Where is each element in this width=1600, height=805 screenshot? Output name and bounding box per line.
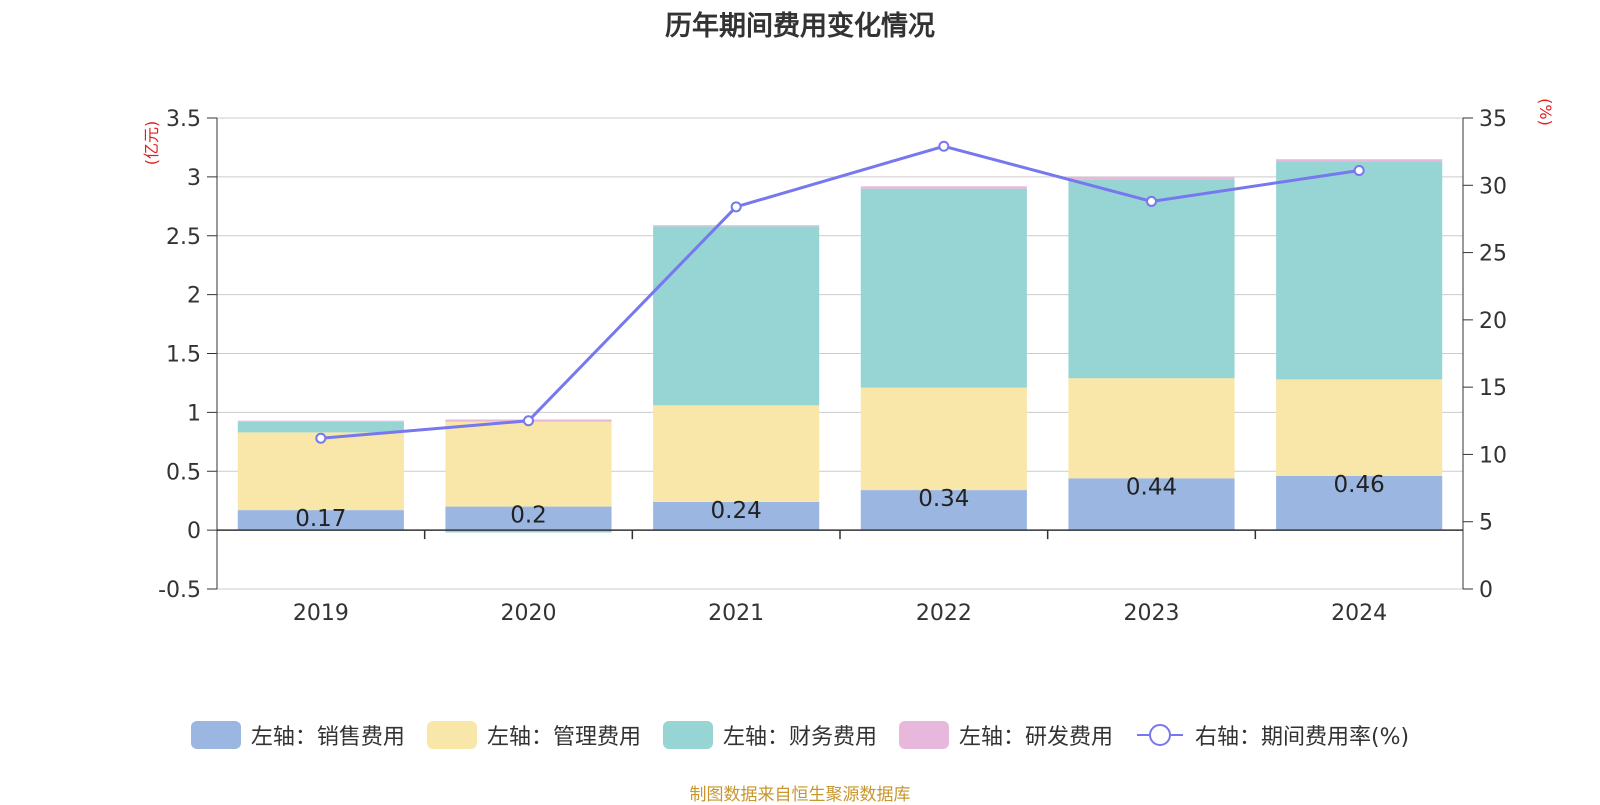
bar-3-2022 [860, 186, 1027, 189]
bar-0-2024 [1276, 475, 1443, 531]
bar-2-2019 [237, 421, 404, 433]
right-tick-label-1: 5 [1479, 511, 1493, 536]
expense-ratio-point-2023 [1146, 195, 1157, 207]
expense-ratio-line [320, 144, 1360, 440]
legend-swatch-sales [190, 721, 241, 749]
bar-0-2022 [860, 490, 1027, 531]
legend-swatch-rd [898, 721, 949, 749]
data-label-2023: 0.44 [1126, 474, 1177, 500]
bar-1-2022 [860, 387, 1027, 491]
bar-1-2019 [237, 432, 404, 511]
x-tick-label-2020: 2020 [501, 601, 557, 626]
legend-item-expense-ratio[interactable]: 右轴：期间费用率(%) [1135, 719, 1409, 751]
legend-line-marker-icon [1136, 724, 1183, 746]
expense-ratio-point-2020 [523, 415, 534, 427]
right-tick-label-0: 0 [1479, 578, 1493, 603]
legend-label-sales: 左轴：销售费用 [250, 725, 405, 750]
bar-0-2021 [653, 501, 820, 531]
left-tick-label-0: -0.5 [158, 578, 201, 603]
left-tick-label-6: 2.5 [166, 225, 201, 250]
x-tick-label-2021: 2021 [708, 601, 764, 626]
bar-0-2019 [237, 510, 404, 531]
left-tick-label-4: 1.5 [166, 343, 201, 368]
x-tick-label-2019: 2019 [293, 601, 349, 626]
expense-ratio-point-2024 [1353, 164, 1365, 176]
x-tick-label-2023: 2023 [1124, 601, 1180, 626]
legend-item-admin[interactable]: 左轴：管理费用 [426, 719, 641, 751]
data-label-layer: 0.17 0.2 0.24 0.34 0.44 0.46 [295, 472, 1385, 532]
bar-layer [237, 159, 1443, 533]
bar-2-2024 [1276, 161, 1443, 380]
bar-2-2022 [860, 188, 1027, 388]
right-tick-label-6: 30 [1479, 174, 1507, 199]
source-note: 制图数据来自恒生聚源数据库 [689, 785, 911, 805]
legend-label-admin: 左轴：管理费用 [486, 725, 641, 750]
bar-0-2020 [445, 506, 612, 531]
data-label-2022: 0.34 [918, 486, 969, 512]
expense-ratio-point-2022 [938, 140, 950, 152]
right-axis-unit-label: (%) [1536, 98, 1555, 126]
left-tick-label-1: 0 [187, 519, 201, 544]
bar-2-2021 [653, 226, 820, 406]
expense-ratio-point-2019 [315, 432, 327, 444]
legend-label-rd: 左轴：研发费用 [958, 725, 1113, 750]
bar-3-2021 [653, 225, 820, 227]
x-tick-label-2024: 2024 [1331, 601, 1387, 626]
data-label-2024: 0.46 [1334, 472, 1385, 498]
left-tick-label-5: 2 [187, 284, 201, 309]
right-tick-label-5: 25 [1479, 242, 1507, 267]
bar-0-2023 [1068, 478, 1235, 531]
legend-swatch-finance [662, 721, 713, 749]
bar-2-2023 [1068, 179, 1235, 379]
bar-2-2020 [445, 530, 612, 533]
left-tick-label-7: 3 [187, 166, 201, 191]
right-tick-label-2: 10 [1479, 443, 1507, 468]
bar-3-2024 [1276, 159, 1443, 162]
chart-title: 历年期间费用变化情况 [665, 11, 935, 42]
right-tick-label-7: 35 [1479, 107, 1507, 132]
bar-1-2020 [445, 421, 612, 507]
legend-swatch-admin [426, 721, 477, 749]
legend: 左轴：销售费用 左轴：管理费用 左轴：财务费用 左轴：研发费用 右轴：期间费用率… [0, 718, 1600, 752]
axis-layer: -0.5 0 0.5 1 1.5 2 2.5 3 3.5 0 5 10 15 20 25 30 35 (亿元) (%… [142, 98, 1555, 626]
x-tick-label-2022: 2022 [916, 601, 972, 626]
bar-1-2024 [1276, 379, 1443, 476]
right-tick-label-3: 15 [1479, 376, 1507, 401]
legend-label-finance: 左轴：财务费用 [722, 725, 877, 750]
bar-3-2023 [1068, 176, 1235, 180]
legend-item-finance[interactable]: 左轴：财务费用 [662, 719, 877, 751]
line-layer [315, 140, 1365, 444]
bar-3-2019 [237, 420, 404, 422]
data-label-2021: 0.24 [711, 498, 762, 524]
left-axis-unit-label: (亿元) [142, 121, 161, 166]
legend-item-sales[interactable]: 左轴：销售费用 [190, 719, 405, 751]
expense-ratio-point-2021 [730, 201, 742, 213]
data-label-2020: 0.2 [510, 503, 547, 529]
left-tick-label-8: 3.5 [166, 107, 201, 132]
left-tick-label-2: 0.5 [166, 460, 201, 485]
legend-label-expense-ratio: 右轴：期间费用率(%) [1194, 725, 1410, 750]
data-label-2019: 0.17 [295, 506, 346, 532]
bar-1-2023 [1068, 378, 1235, 479]
left-tick-label-3: 1 [187, 401, 201, 426]
bar-1-2021 [653, 405, 820, 502]
right-tick-label-4: 20 [1479, 309, 1507, 334]
legend-item-rd[interactable]: 左轴：研发费用 [898, 719, 1113, 751]
